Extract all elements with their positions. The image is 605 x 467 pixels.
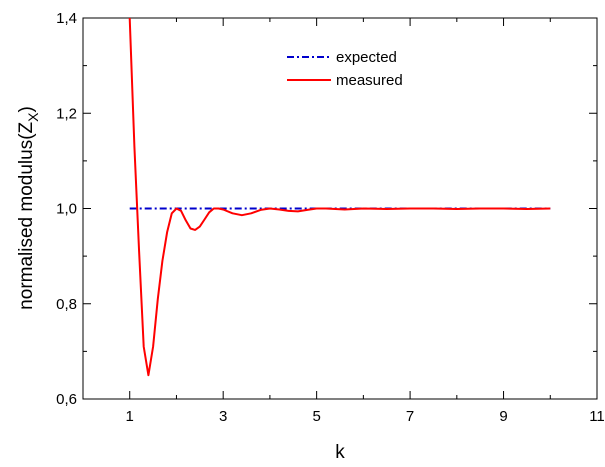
x-tick-label: 1 [126, 408, 134, 425]
x-tick-label: 9 [499, 408, 507, 425]
series-line-measured [128, 17, 551, 377]
legend-label-measured: measured [336, 72, 403, 89]
y-axis-title: normalised modulus(ZX) [16, 106, 41, 310]
x-axis-title: k [335, 442, 345, 463]
axis-ticks [83, 17, 598, 400]
y-tick-label: 1,4 [56, 10, 77, 27]
series-layer [128, 17, 551, 377]
y-tick-label: 0,6 [56, 391, 77, 408]
legend-label-expected: expected [336, 49, 397, 66]
y-tick-label: 1,0 [56, 201, 77, 218]
y-axis-title-subscript: X [25, 112, 41, 122]
x-tick-label: 3 [219, 408, 227, 425]
x-tick-label: 11 [589, 408, 605, 425]
y-axis-title-close: ) [16, 106, 37, 112]
legend: expected measured [287, 49, 403, 89]
x-tick-label: 7 [406, 408, 414, 425]
y-tick-label: 1,2 [56, 105, 77, 122]
y-axis-title-main: normalised modulus(Z [16, 121, 37, 309]
tick-labels: 1 3 5 7 9 11 0,6 0,8 1,0 1,2 1,4 [56, 10, 605, 425]
y-tick-label: 0,8 [56, 296, 77, 313]
x-tick-label: 5 [312, 408, 320, 425]
